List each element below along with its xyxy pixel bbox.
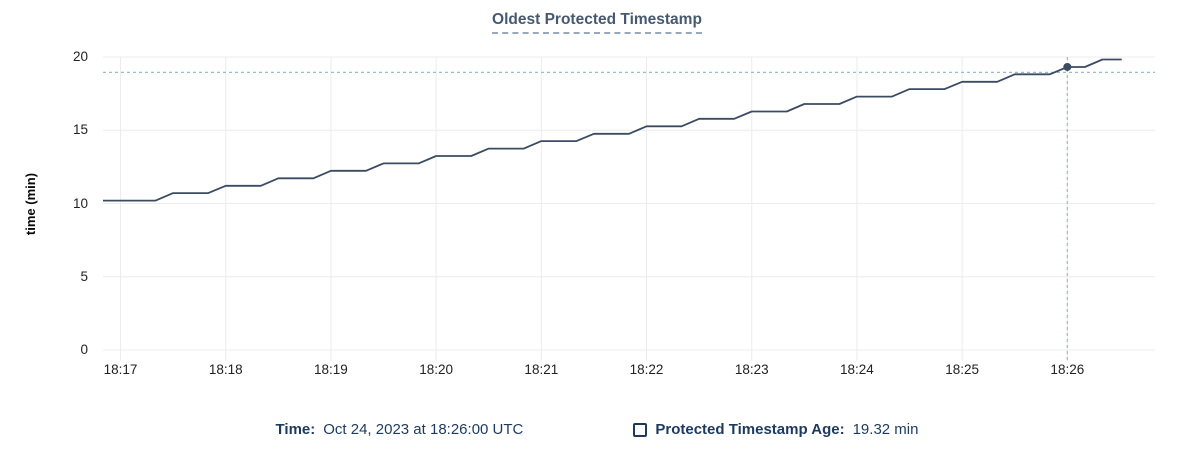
x-axis-tick-label: 18:26 <box>1050 362 1085 377</box>
y-axis-tick-label: 5 <box>80 268 88 284</box>
v-gridlines <box>120 57 1068 361</box>
x-axis-tick-label: 18:18 <box>208 362 243 377</box>
x-axis-tick-label: 18:17 <box>103 362 138 377</box>
y-axis-tick-label: 0 <box>80 342 88 357</box>
legend-checkbox[interactable] <box>633 422 648 437</box>
chart-title-row: Oldest Protected Timestamp <box>0 11 1194 34</box>
x-axis-tick-label: 18:23 <box>734 362 769 377</box>
series-value: 19.32 min <box>852 421 919 438</box>
legend-item-protected-timestamp-age[interactable]: Protected Timestamp Age: 19.32 min <box>633 421 918 438</box>
hover-point-marker <box>1063 62 1072 71</box>
x-axis-tick-label: 18:25 <box>945 362 980 377</box>
y-axis-tick-label: 20 <box>72 49 88 64</box>
plot-svg[interactable] <box>0 0 1194 410</box>
chart-footer: Time: Oct 24, 2023 at 18:26:00 UTC Prote… <box>0 421 1194 438</box>
x-axis-tick-label: 18:19 <box>314 362 348 377</box>
x-axis-tick-label: 18:21 <box>524 362 559 377</box>
h-gridlines <box>103 56 1155 351</box>
y-axis-tick-label: 10 <box>72 195 88 211</box>
time-label: Time: <box>275 421 316 438</box>
series-line-protected-timestamp-age <box>103 58 1122 202</box>
y-axis-tick-label: 15 <box>72 122 88 138</box>
x-axis-tick-label: 18:20 <box>419 362 454 377</box>
y-axis-title: time (min) <box>23 172 38 236</box>
time-value: Oct 24, 2023 at 18:26:00 UTC <box>323 421 524 438</box>
chart-title[interactable]: Oldest Protected Timestamp <box>492 11 702 34</box>
x-axis-tick-label: 18:22 <box>629 362 664 377</box>
hover-time-readout: Time: Oct 24, 2023 at 18:26:00 UTC <box>276 421 524 438</box>
x-axis-tick-label: 18:24 <box>840 362 874 377</box>
series-name-label: Protected Timestamp Age: <box>655 421 845 438</box>
